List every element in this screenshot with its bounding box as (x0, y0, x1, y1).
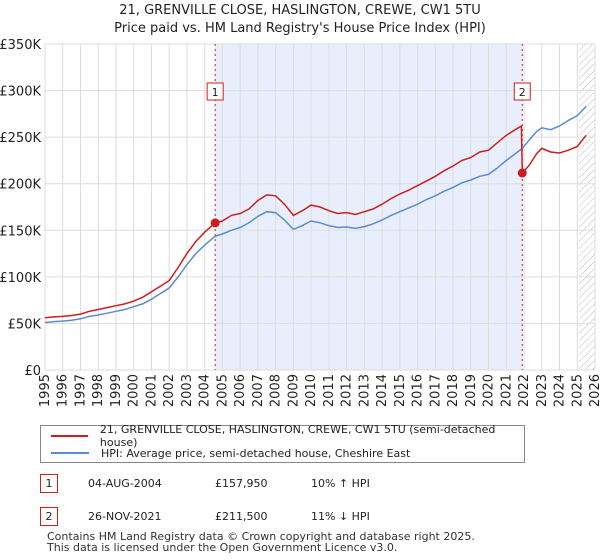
sale-row: 1 04-AUG-2004 £157,950 10% ↑ HPI (40, 474, 560, 494)
x-tick-label: 2011 (322, 374, 337, 407)
legend: 21, GRENVILLE CLOSE, HASLINGTON, CREWE, … (40, 423, 525, 463)
x-tick-label: 2000 (127, 374, 142, 407)
y-tick-label: £200K (0, 178, 41, 193)
x-tick-label: 1997 (73, 374, 88, 407)
footer-copyright: Contains HM Land Registry data © Crown c… (47, 530, 475, 543)
sale-label-box (206, 82, 224, 101)
sale-price: £157,950 (215, 477, 268, 490)
sale-label-text: 1 (212, 86, 219, 99)
forecast-hatch (579, 44, 595, 370)
x-tick-label: 2018 (446, 374, 461, 407)
y-tick-label: £350K (0, 38, 41, 53)
x-tick-label: 1995 (38, 374, 53, 407)
x-tick-label: 2020 (482, 374, 497, 407)
x-tick-label: 2004 (198, 374, 213, 407)
sale-label-box (513, 82, 531, 101)
y-tick-label: £50K (8, 317, 42, 332)
sale-date: 04-AUG-2004 (88, 477, 162, 490)
x-tick-label: 2005 (215, 374, 230, 407)
x-tick-label: 2006 (233, 374, 248, 407)
x-tick-label: 2001 (144, 374, 159, 407)
price-chart: 1 2 £0 £50K £100K £150K £200K £250K £300K £350K 1… (0, 38, 600, 407)
y-tick-label: £250K (0, 131, 41, 146)
sale-marker: 2 (40, 507, 58, 526)
sale-hpi-change: 10% ↑ HPI (311, 477, 370, 490)
x-tick-label: 2016 (411, 374, 426, 407)
y-tick-label: £300K (0, 85, 41, 100)
sale-price: £211,500 (215, 510, 268, 523)
legend-label-hpi: HPI: Average price, semi-detached house,… (101, 446, 411, 460)
property-series-line (44, 124, 587, 319)
x-tick-label: 1996 (56, 374, 71, 407)
x-tick-label: 2012 (340, 374, 355, 407)
legend-label-property: 21, GRENVILLE CLOSE, HASLINGTON, CREWE, … (99, 423, 496, 449)
x-tick-label: 2023 (535, 374, 550, 407)
x-tick-label: 2015 (393, 374, 408, 407)
x-tick-label: 1999 (109, 374, 124, 407)
sale-row: 2 26-NOV-2021 £211,500 11% ↓ HPI (40, 507, 560, 527)
x-tick-label: 2017 (428, 374, 443, 407)
x-tick-label: 2025 (570, 374, 585, 407)
y-tick-label: £0 (24, 364, 41, 379)
chart-subtitle: Price paid vs. HM Land Registry's House … (114, 21, 486, 36)
x-tick-label: 2021 (499, 374, 514, 407)
x-tick-label: 2002 (162, 374, 177, 407)
y-tick-label: £100K (0, 271, 41, 286)
x-tick-label: 2026 (588, 374, 600, 407)
sale-label-text: 2 (519, 86, 526, 99)
x-tick-label: 2008 (269, 374, 284, 407)
x-tick-label: 2010 (304, 374, 319, 407)
hpi-series-line (44, 105, 587, 324)
ownership-period-band (215, 44, 523, 370)
sale-point (210, 218, 220, 228)
legend-swatch-property (51, 435, 88, 437)
x-tick-label: 2009 (286, 374, 301, 407)
sale-point (517, 168, 527, 178)
x-tick-label: 1998 (91, 374, 106, 407)
x-tick-label: 2007 (251, 374, 266, 407)
x-tick-label: 2022 (517, 374, 532, 407)
legend-item-property: 21, GRENVILLE CLOSE, HASLINGTON, CREWE, … (51, 423, 524, 449)
sale-hpi-change: 11% ↓ HPI (311, 510, 370, 523)
legend-item-hpi: HPI: Average price, semi-detached house,… (51, 445, 410, 461)
x-tick-label: 2014 (375, 374, 390, 407)
x-tick-label: 2024 (553, 374, 568, 407)
chart-title: 21, GRENVILLE CLOSE, HASLINGTON, CREWE, … (119, 3, 481, 18)
legend-swatch-hpi (51, 452, 89, 454)
sale-date: 26-NOV-2021 (88, 510, 162, 523)
footer: Contains HM Land Registry data © Crown c… (47, 531, 475, 553)
footer-licence: This data is licensed under the Open Gov… (47, 541, 398, 554)
x-tick-label: 2013 (357, 374, 372, 407)
x-tick-label: 2019 (464, 374, 479, 407)
x-tick-label: 2003 (180, 374, 195, 407)
y-tick-label: £150K (0, 224, 41, 239)
sale-marker: 1 (40, 474, 58, 493)
